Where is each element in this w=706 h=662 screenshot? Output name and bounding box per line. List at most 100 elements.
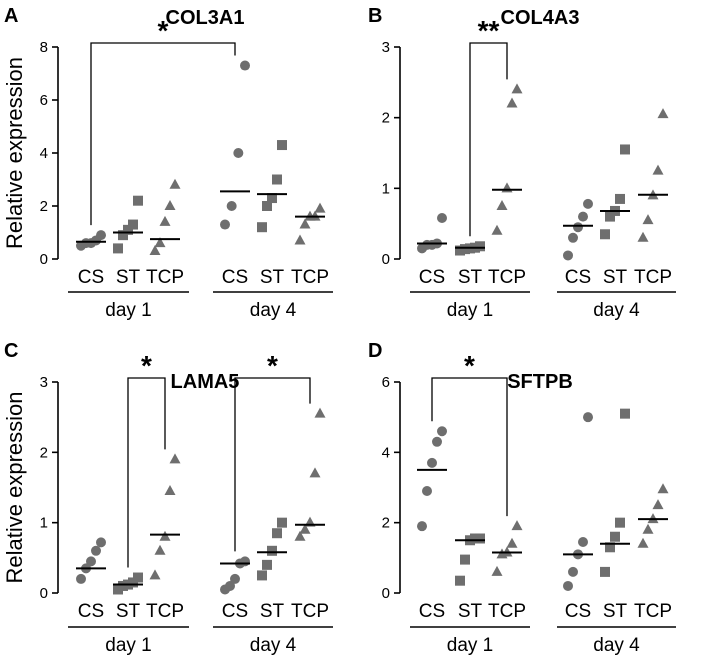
- y-tick-label: 2: [382, 515, 390, 532]
- x-category-label: CS: [565, 267, 591, 288]
- data-point-triangle: [657, 483, 669, 494]
- group-label: day 4: [593, 300, 640, 321]
- significance-bracket: [90, 42, 236, 226]
- data-point-circle: [568, 232, 578, 243]
- data-point-square: [475, 533, 485, 544]
- y-tick-label: 0: [40, 585, 48, 602]
- data-point-circle: [563, 580, 573, 591]
- significance-bracket: [431, 377, 508, 517]
- x-category-label: TCP: [291, 601, 329, 622]
- x-category-label: TCP: [488, 267, 526, 288]
- data-point-triangle: [154, 237, 166, 248]
- data-point-triangle: [637, 231, 649, 242]
- data-point-circle: [86, 556, 96, 567]
- data-point-square: [272, 174, 282, 185]
- data-point-circle: [233, 148, 244, 158]
- data-point-circle: [417, 521, 427, 532]
- data-point-circle: [427, 457, 437, 468]
- data-point-circle: [240, 60, 250, 71]
- group-label: day 1: [447, 300, 493, 321]
- x-category-label: CS: [78, 267, 104, 288]
- data-point-triangle: [642, 214, 654, 225]
- data-point-circle: [437, 426, 447, 437]
- x-category-label: TCP: [488, 601, 526, 622]
- data-point-circle: [226, 201, 237, 211]
- data-point-triangle: [154, 544, 166, 555]
- data-point-circle: [422, 486, 432, 497]
- data-point-square: [277, 517, 287, 528]
- chart-title: SFTPB: [507, 371, 573, 393]
- group-label: day 1: [105, 300, 151, 321]
- data-point-triangle: [149, 569, 161, 580]
- y-axis-label: Relative expression: [2, 392, 27, 584]
- data-point-square: [128, 219, 138, 230]
- data-point-circle: [563, 250, 573, 261]
- y-tick-label: 0: [40, 251, 48, 268]
- data-point-circle: [583, 412, 593, 423]
- x-category-label: CS: [222, 267, 248, 288]
- data-point-square: [267, 193, 277, 204]
- y-tick-label: 8: [40, 39, 48, 56]
- y-tick-label: 3: [40, 374, 48, 391]
- chart-title: COL3A1: [166, 7, 245, 29]
- panel-letter: C: [4, 340, 18, 362]
- y-tick-label: 2: [40, 198, 48, 215]
- data-point-circle: [573, 222, 583, 233]
- data-point-triangle: [657, 108, 669, 119]
- y-tick-label: 1: [40, 515, 48, 532]
- x-category-label: CS: [419, 267, 445, 288]
- data-point-triangle: [164, 485, 176, 496]
- data-point-square: [475, 241, 485, 252]
- data-point-triangle: [637, 537, 649, 548]
- data-point-square: [460, 554, 470, 565]
- y-tick-label: 6: [40, 92, 48, 109]
- data-point-triangle: [294, 234, 306, 245]
- data-point-circle: [76, 573, 86, 584]
- significance-bracket: [234, 377, 311, 552]
- data-point-triangle: [506, 97, 518, 108]
- data-point-triangle: [309, 467, 321, 478]
- data-point-triangle: [506, 537, 518, 548]
- x-category-label: ST: [458, 601, 483, 622]
- data-point-triangle: [501, 182, 513, 193]
- data-point-triangle: [159, 215, 171, 226]
- group-label: day 1: [105, 635, 151, 656]
- data-point-triangle: [169, 453, 181, 464]
- panel-letter: B: [368, 5, 382, 27]
- data-point-square: [277, 140, 287, 151]
- data-point-circle: [432, 436, 442, 447]
- x-category-label: TCP: [291, 267, 329, 288]
- group-label: day 4: [250, 300, 297, 321]
- data-point-circle: [230, 573, 240, 584]
- data-point-square: [262, 559, 272, 570]
- data-point-circle: [91, 545, 101, 556]
- data-point-square: [257, 222, 267, 233]
- significance-label: *: [464, 350, 475, 381]
- data-point-square: [605, 211, 615, 222]
- x-category-label: CS: [78, 601, 104, 622]
- data-point-square: [600, 566, 610, 577]
- data-point-square: [257, 570, 267, 581]
- data-point-square: [267, 545, 277, 556]
- y-tick-label: 6: [382, 374, 390, 391]
- significance-label: *: [141, 350, 152, 381]
- data-point-circle: [437, 213, 447, 224]
- data-point-circle: [96, 230, 106, 241]
- group-label: day 1: [447, 635, 493, 656]
- significance-bracket: [469, 42, 508, 237]
- panel-letter: D: [368, 340, 382, 362]
- data-point-triangle: [496, 200, 508, 210]
- x-category-label: TCP: [146, 267, 184, 288]
- data-point-triangle: [511, 520, 523, 531]
- data-point-triangle: [294, 530, 306, 541]
- data-point-circle: [225, 580, 235, 591]
- y-tick-label: 4: [40, 145, 48, 162]
- group-label: day 4: [593, 635, 640, 656]
- x-category-label: CS: [419, 601, 445, 622]
- data-point-square: [272, 528, 282, 539]
- data-point-triangle: [652, 499, 664, 510]
